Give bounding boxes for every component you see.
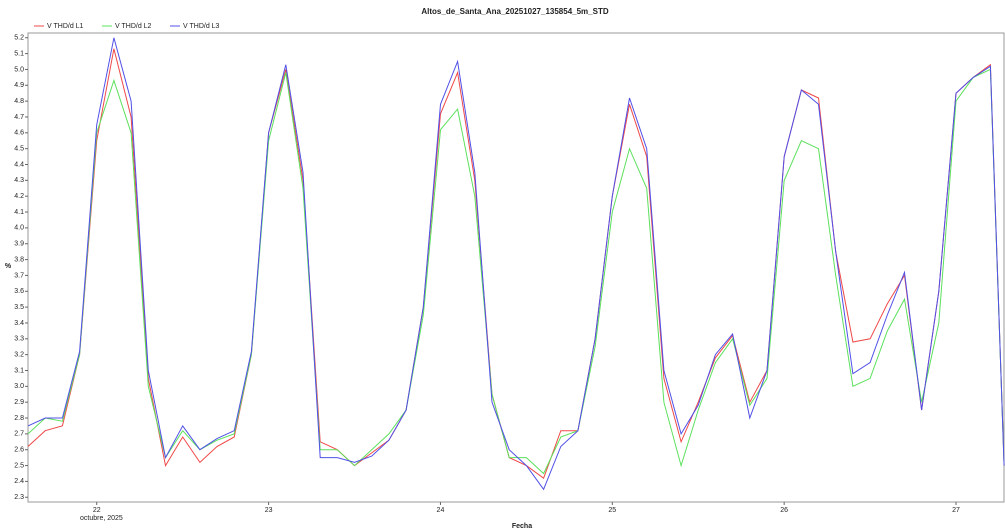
y-tick-label: 5.0 <box>14 66 24 73</box>
y-tick-label: 4.2 <box>14 193 24 200</box>
plot-area <box>27 32 1005 503</box>
legend-label: V THD/d L3 <box>183 23 220 30</box>
x-axis-label: Fecha <box>512 523 532 530</box>
y-tick-label: 4.6 <box>14 130 24 137</box>
y-tick-label: 4.7 <box>14 114 24 121</box>
series-line <box>27 68 1005 475</box>
y-tick-label: 3.3 <box>14 336 24 343</box>
y-tick-label: 3.4 <box>14 320 24 327</box>
y-tick-label: 4.1 <box>14 209 24 216</box>
y-tick-label: 2.6 <box>14 447 24 454</box>
y-tick-label: 2.9 <box>14 399 24 406</box>
y-tick-label: 3.2 <box>14 351 24 358</box>
y-tick-label: 2.4 <box>14 478 24 485</box>
y-axis-label: % <box>5 263 12 270</box>
y-tick-label: 3.6 <box>14 288 24 295</box>
y-tick-label: 3.9 <box>14 241 24 248</box>
x-tick-label: 26 <box>780 507 788 514</box>
x-tick-label: 24 <box>437 507 445 514</box>
y-tick-label: 5.2 <box>14 35 24 42</box>
y-tick-label: 3.1 <box>14 367 24 374</box>
x-tick-label: 27 <box>952 507 960 514</box>
chart-title: Altos_de_Santa_Ana_20251027_135854_5m_ST… <box>421 7 608 16</box>
y-tick-label: 2.8 <box>14 415 24 422</box>
x-tick-label: 25 <box>608 507 616 514</box>
y-tick-label: 3.8 <box>14 256 24 263</box>
y-tick-label: 3.7 <box>14 272 24 279</box>
y-tick-label: 2.5 <box>14 462 24 469</box>
y-tick-label: 4.0 <box>14 225 24 232</box>
x-tick-label: 23 <box>265 507 273 514</box>
y-tick-label: 4.9 <box>14 82 24 89</box>
x-tick-label: 22 <box>93 507 101 514</box>
legend-label: V THD/d L2 <box>115 23 152 30</box>
y-tick-label: 4.5 <box>14 146 24 153</box>
y-tick-label: 2.3 <box>14 494 24 501</box>
series-line <box>27 37 1005 491</box>
y-tick-label: 4.4 <box>14 161 24 168</box>
series-line <box>27 48 1005 479</box>
y-tick-label: 3.0 <box>14 383 24 390</box>
x-sublabel: octubre, 2025 <box>80 515 123 522</box>
legend-label: V THD/d L1 <box>47 23 84 30</box>
y-tick-label: 5.1 <box>14 50 24 57</box>
y-tick-label: 3.5 <box>14 304 24 311</box>
y-tick-label: 2.7 <box>14 431 24 438</box>
y-tick-label: 4.8 <box>14 98 24 105</box>
y-tick-label: 4.3 <box>14 177 24 184</box>
